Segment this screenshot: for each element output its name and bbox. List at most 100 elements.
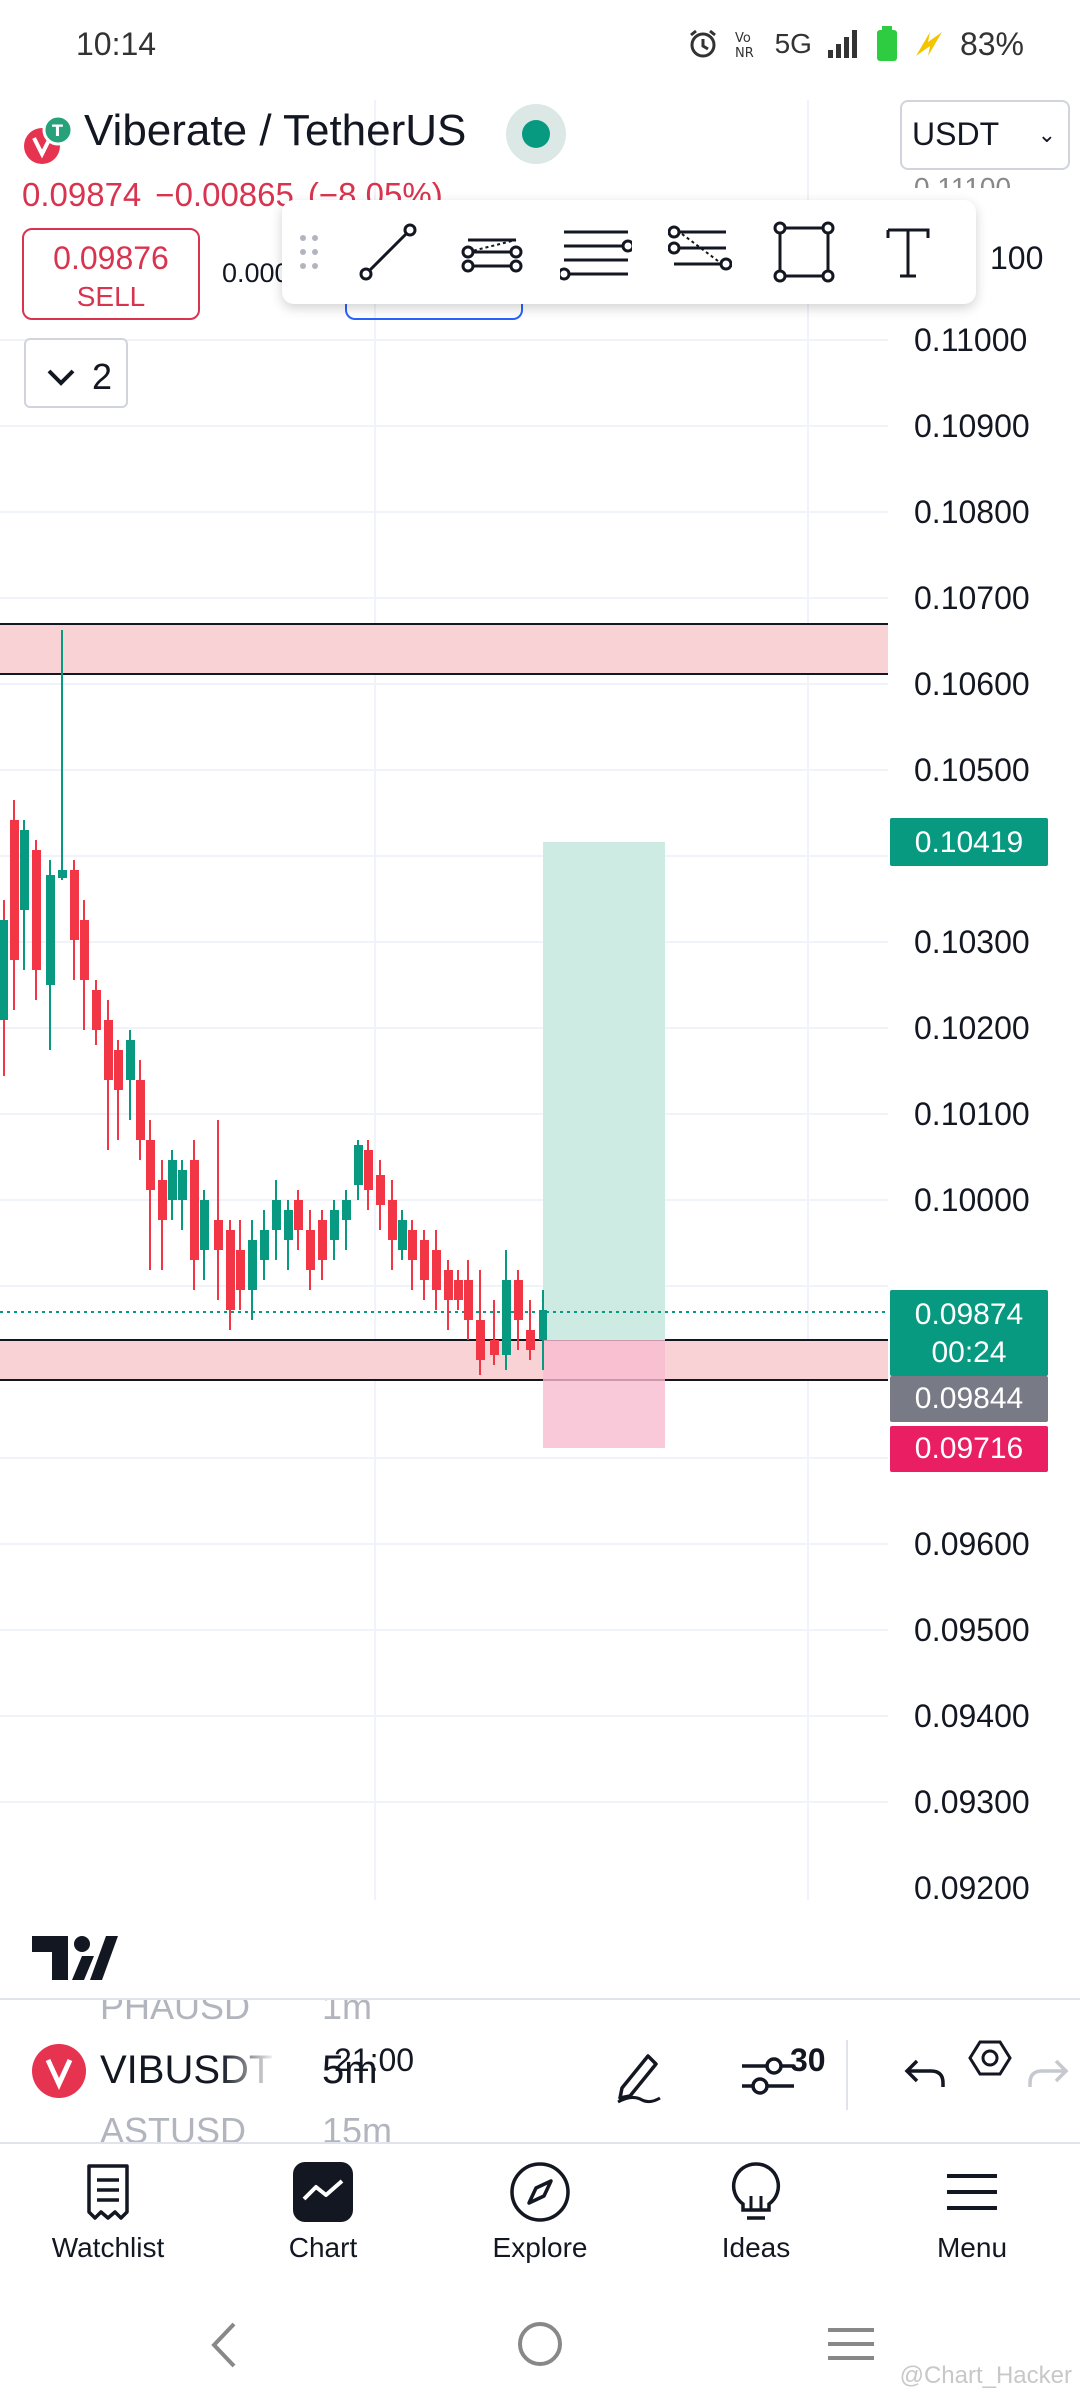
symbol-logo-icon <box>32 2044 86 2098</box>
candles <box>0 630 547 1375</box>
prev-timeframe: 1m <box>322 1998 373 2027</box>
price-level-partial: 0.11100 <box>914 172 1012 188</box>
nav-label: Menu <box>936 2232 1008 2263</box>
indicators-count: 2 <box>92 356 113 398</box>
nav-watchlist[interactable]: Watchlist <box>18 2152 198 2282</box>
chevron-down-icon: ⌄ <box>1037 122 1056 147</box>
undo-button[interactable] <box>884 2036 964 2116</box>
spread-value: 0.000 <box>222 258 288 288</box>
next-symbol-row[interactable]: ASTUSD 15m <box>100 2110 392 2142</box>
prev-symbol-row[interactable]: PHAUSD 1m <box>100 1998 372 2028</box>
nav-ideas[interactable]: Ideas <box>666 2152 846 2282</box>
bottom-nav: Watchlist Chart Explore Ideas Menu <box>0 2142 1080 2282</box>
nav-label: Chart <box>288 2232 358 2263</box>
parallel-channel-tool[interactable] <box>440 200 544 304</box>
price-level: 0.09300 <box>914 1784 1030 1820</box>
sliders-icon <box>742 2057 794 2095</box>
nav-label: Explore <box>492 2232 588 2263</box>
nav-chart[interactable]: Chart <box>233 2152 413 2282</box>
entry-price-tag: 0.09844 <box>890 1376 1048 1422</box>
chevron-down-icon <box>47 370 75 387</box>
indicators-settings-button[interactable] <box>728 2036 808 2116</box>
next-timeframe: 15m <box>322 2110 393 2142</box>
long-position-profit <box>543 842 665 1340</box>
price-level: 0.11000 <box>914 322 1028 358</box>
pen-icon <box>617 2054 661 2104</box>
resistance-zone <box>0 624 888 674</box>
trend-line-tool[interactable] <box>336 200 440 304</box>
price-level: 0.10300 <box>914 924 1030 960</box>
battery-icon <box>876 26 897 61</box>
nav-menu[interactable]: Menu <box>882 2152 1062 2282</box>
next-symbol: ASTUSD <box>100 2110 247 2142</box>
target-price-tag: 0.10419 <box>890 818 1048 866</box>
nav-label: Watchlist <box>51 2232 165 2263</box>
fib-retracement-icon <box>668 225 732 271</box>
candlestick-chart[interactable] <box>0 100 1080 1960</box>
buy-button[interactable] <box>345 290 523 320</box>
horizontal-lines-tool[interactable] <box>544 200 648 304</box>
trend-line-icon <box>359 223 417 281</box>
prev-symbol: PHAUSD <box>100 1998 251 2027</box>
signal-icon <box>827 30 857 58</box>
svg-text:Vo: Vo <box>735 31 751 46</box>
home-icon[interactable] <box>516 2320 564 2368</box>
price-level: 0.10700 <box>914 580 1030 616</box>
price-level-top: 100 <box>990 240 1044 276</box>
drawing-toolbar <box>282 200 976 304</box>
parallel-channel-icon <box>461 238 523 273</box>
symbol-title[interactable]: Viberate / TetherUS <box>84 106 467 155</box>
drag-handle-icon[interactable] <box>282 232 336 272</box>
current-price-tag: 0.09874 00:24 <box>890 1290 1048 1376</box>
undo-icon <box>904 2059 945 2087</box>
price-level: 0.09500 <box>914 1612 1030 1648</box>
nav-explore[interactable]: Explore <box>450 2152 630 2282</box>
price-level: 0.10900 <box>914 408 1030 444</box>
rectangle-icon <box>773 221 835 283</box>
sell-button[interactable]: 0.09876 SELL <box>22 228 200 320</box>
network-type: 5G <box>774 28 812 59</box>
recents-icon[interactable] <box>826 2324 876 2364</box>
indicators-toggle[interactable]: 2 <box>24 338 128 408</box>
candle-countdown: 00:24 <box>931 1336 1007 1369</box>
battery-percent: 83% <box>959 25 1024 62</box>
stop-price-tag: 0.09716 <box>890 1426 1048 1472</box>
text-icon <box>886 228 930 278</box>
price-level: 0.10600 <box>914 666 1030 702</box>
chart-area[interactable]: 0.11100 100 0.11000 0.10900 0.10800 0.10… <box>0 100 1080 2078</box>
status-bar: 10:14 Vo NR 5G 83% <box>0 0 1080 90</box>
last-price: 0.09874 <box>22 176 142 213</box>
watermark: @Chart_Hacker <box>899 2362 1072 2389</box>
viberate-logo-icon: T <box>24 114 74 164</box>
lightbulb-icon <box>731 2162 781 2220</box>
horizontal-lines-icon <box>560 230 632 281</box>
market-status-icon[interactable] <box>506 104 566 164</box>
hamburger-menu-icon <box>947 2174 997 2210</box>
nav-label: Ideas <box>721 2232 791 2263</box>
long-position-loss <box>543 1340 665 1448</box>
redo-button[interactable] <box>1024 2036 1080 2116</box>
price-level: 0.10000 <box>914 1182 1030 1218</box>
text-tool[interactable] <box>856 200 960 304</box>
currency-select[interactable]: USDT ⌄ <box>900 100 1070 170</box>
system-navigation-bar <box>0 2282 1080 2400</box>
price-level: 0.09600 <box>914 1526 1030 1562</box>
compass-icon <box>510 2162 570 2222</box>
charging-icon <box>915 32 942 56</box>
svg-text:T: T <box>52 121 63 140</box>
chart-settings-icon[interactable] <box>968 2036 1012 2080</box>
price-level: 0.10100 <box>914 1096 1030 1132</box>
fib-retracement-tool[interactable] <box>648 200 752 304</box>
status-icons: Vo NR 5G 83% <box>687 22 1024 66</box>
rectangle-tool[interactable] <box>752 200 856 304</box>
price-level: 0.10200 <box>914 1010 1030 1046</box>
drawing-tools-button[interactable] <box>598 2036 678 2116</box>
timeframe-select[interactable]: 5m <box>322 2048 378 2092</box>
symbol-header: T Viberate / TetherUS USDT ⌄ <box>0 92 1080 178</box>
svg-text:NR: NR <box>735 46 754 60</box>
watchlist-icon <box>87 2164 129 2220</box>
current-price-value: 0.09874 <box>914 1298 1024 1331</box>
time-label-day: 30 <box>790 2042 826 2078</box>
back-icon[interactable] <box>206 2320 242 2370</box>
